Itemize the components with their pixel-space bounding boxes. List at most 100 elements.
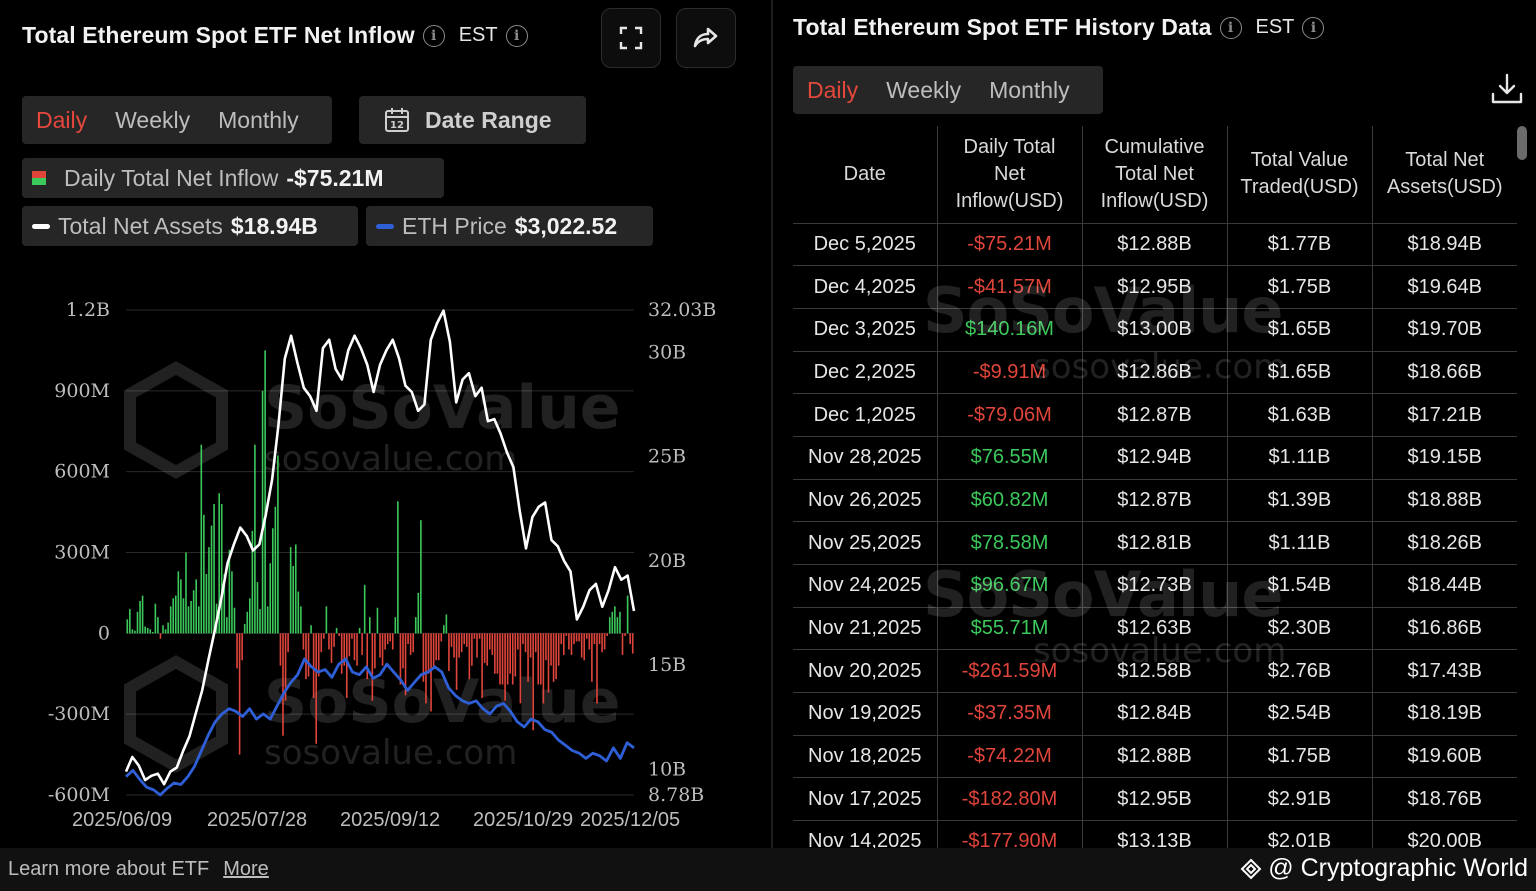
table-cell-traded: $2.76B <box>1227 649 1373 694</box>
inflow-legend[interactable]: Daily Total Net Inflow -$75.21M <box>22 158 444 198</box>
table-cell-assets: $20.00B <box>1372 820 1517 848</box>
history-table-header: Date Daily Total Net Inflow(USD) Cumulative T… <box>793 126 1517 224</box>
table-row[interactable]: Nov 18,2025 -$74.22M $12.88B $1.75B $19.60B <box>793 735 1517 779</box>
inflow-bar <box>374 633 376 669</box>
table-cell-cumulative: $12.88B <box>1082 735 1228 779</box>
x-axis-tick: 2025/07/28 <box>207 809 307 831</box>
table-cell-date: Dec 2,2025 <box>793 351 938 395</box>
table-cell-traded: $1.39B <box>1227 479 1373 523</box>
right-axis-tick: 15B <box>648 654 686 676</box>
inflow-bar <box>494 633 496 674</box>
history-tab-daily[interactable]: Daily <box>807 76 859 103</box>
total-net-assets-line <box>124 309 636 786</box>
inflow-bar <box>537 633 540 685</box>
inflow-bar <box>223 574 226 634</box>
inflow-bar <box>381 633 384 666</box>
table-cell-assets: $19.60B <box>1372 735 1517 779</box>
table-cell-cumulative: $12.86B <box>1082 351 1228 395</box>
table-cell-traded: $1.77B <box>1227 223 1373 267</box>
table-row[interactable]: Nov 14,2025 -$177.90M $13.13B $2.01B $20.00B <box>793 820 1517 848</box>
net-inflow-chart[interactable]: 1.2B 900M 600M 300M 0 -300M -600M 32.03B 30B 25B 2… <box>0 290 770 840</box>
column-header: Daily Total Net Inflow(USD) <box>937 126 1083 224</box>
history-table-wrap[interactable]: Date Daily Total Net Inflow(USD) Cumulative T… <box>793 126 1517 848</box>
table-row[interactable]: Nov 21,2025 $55.71M $12.63B $2.30B $16.86B <box>793 607 1517 651</box>
inflow-bar <box>420 520 422 634</box>
brand-text: @ Cryptographic World <box>1268 854 1528 882</box>
inflow-bar <box>277 455 279 634</box>
table-cell-daily: -$79.06M <box>937 393 1083 437</box>
inflow-bar <box>478 633 481 639</box>
tab-daily[interactable]: Daily <box>36 106 88 133</box>
inflow-bar <box>197 606 200 634</box>
inflow-bar <box>545 633 547 661</box>
inflow-bar <box>389 633 392 642</box>
tab-monthly[interactable]: Monthly <box>218 106 299 133</box>
inflow-bar <box>511 633 514 685</box>
inflow-bar <box>417 592 420 634</box>
inflow-bar <box>213 504 215 634</box>
table-cell-daily: $78.58M <box>937 521 1083 565</box>
inflow-bar <box>231 571 233 634</box>
inflow-bar <box>578 633 580 642</box>
inflow-bar <box>534 633 537 653</box>
table-row[interactable]: Dec 1,2025 -$79.06M $12.87B $1.63B $17.21B <box>793 393 1517 437</box>
download-icon[interactable] <box>1488 70 1526 108</box>
table-cell-daily: -$182.80M <box>937 777 1083 822</box>
inflow-bar <box>384 633 386 650</box>
history-timezone-label: EST <box>1255 16 1295 38</box>
more-link[interactable]: More <box>223 858 269 880</box>
inflow-bar <box>195 579 197 634</box>
inflow-bar <box>542 633 545 704</box>
table-cell-date: Dec 3,2025 <box>793 308 938 352</box>
history-tab-monthly[interactable]: Monthly <box>989 76 1070 103</box>
table-row[interactable]: Nov 20,2025 -$261.59M $12.58B $2.76B $17.43B <box>793 649 1517 694</box>
inflow-bar <box>238 633 241 755</box>
inflow-bar <box>279 633 282 666</box>
table-row[interactable]: Nov 17,2025 -$182.80M $12.95B $2.91B $18.76B <box>793 777 1517 822</box>
table-row[interactable]: Nov 19,2025 -$37.35M $12.84B $2.54B $18.19B <box>793 692 1517 736</box>
fullscreen-button[interactable] <box>601 8 661 68</box>
history-tab-weekly[interactable]: Weekly <box>886 76 962 103</box>
table-row[interactable]: Dec 4,2025 -$41.57M $12.95B $1.75B $19.64B <box>793 265 1517 309</box>
table-row[interactable]: Nov 24,2025 $96.67M $12.73B $1.54B $18.44B <box>793 564 1517 608</box>
table-row[interactable]: Nov 26,2025 $60.82M $12.87B $1.39B $18.88B <box>793 479 1517 523</box>
eth-price-legend[interactable]: ETH Price $3,022.52 <box>366 206 653 246</box>
table-row[interactable]: Nov 25,2025 $78.58M $12.81B $1.11B $18.26B <box>793 521 1517 565</box>
inflow-bar <box>603 633 606 650</box>
table-cell-cumulative: $12.87B <box>1082 479 1228 523</box>
left-title-row: Total Ethereum Spot ETF Net Inflow i EST… <box>22 22 528 49</box>
column-header: Total Net Assets(USD) <box>1372 126 1517 224</box>
history-timezone-info-icon[interactable]: i <box>1302 16 1325 39</box>
assets-legend[interactable]: Total Net Assets $18.94B <box>22 206 358 246</box>
learn-more-text: Learn more about ETF <box>8 858 210 880</box>
inflow-bar <box>450 633 453 647</box>
history-info-icon[interactable]: i <box>1219 16 1242 39</box>
share-button[interactable] <box>676 8 736 68</box>
table-row[interactable]: Dec 2,2025 -$9.91M $12.86B $1.65B $18.66B <box>793 351 1517 395</box>
inflow-bar <box>348 633 351 657</box>
table-cell-daily: -$41.57M <box>937 265 1083 309</box>
watermark-subtext: sosovalue.com <box>264 733 517 773</box>
table-cell-daily: -$9.91M <box>937 351 1083 395</box>
tab-weekly[interactable]: Weekly <box>115 106 191 133</box>
table-row[interactable]: Dec 5,2025 -$75.21M $12.88B $1.77B $18.94B <box>793 223 1517 267</box>
left-axis-tick: 300M <box>54 542 110 564</box>
inflow-bar <box>353 633 356 661</box>
inflow-bar <box>187 606 190 634</box>
table-cell-cumulative: $12.95B <box>1082 265 1228 309</box>
date-range-button[interactable]: 12 Date Range <box>359 96 586 144</box>
inflow-bar <box>131 629 134 634</box>
inflow-bar <box>174 595 177 634</box>
table-row[interactable]: Nov 28,2025 $76.55M $12.94B $1.11B $19.15B <box>793 436 1517 480</box>
inflow-bar <box>363 584 366 634</box>
inflow-bar <box>517 633 519 650</box>
inflow-bar <box>453 633 455 658</box>
table-cell-assets: $17.21B <box>1372 393 1517 437</box>
inflow-bar <box>346 633 348 698</box>
inflow-bar <box>269 563 272 634</box>
inflow-bar <box>570 633 573 655</box>
table-scrollbar[interactable] <box>1517 126 1527 160</box>
info-icon[interactable]: i <box>422 24 445 47</box>
table-row[interactable]: Dec 3,2025 $140.16M $13.00B $1.65B $19.70B <box>793 308 1517 352</box>
timezone-info-icon[interactable]: i <box>505 24 528 47</box>
